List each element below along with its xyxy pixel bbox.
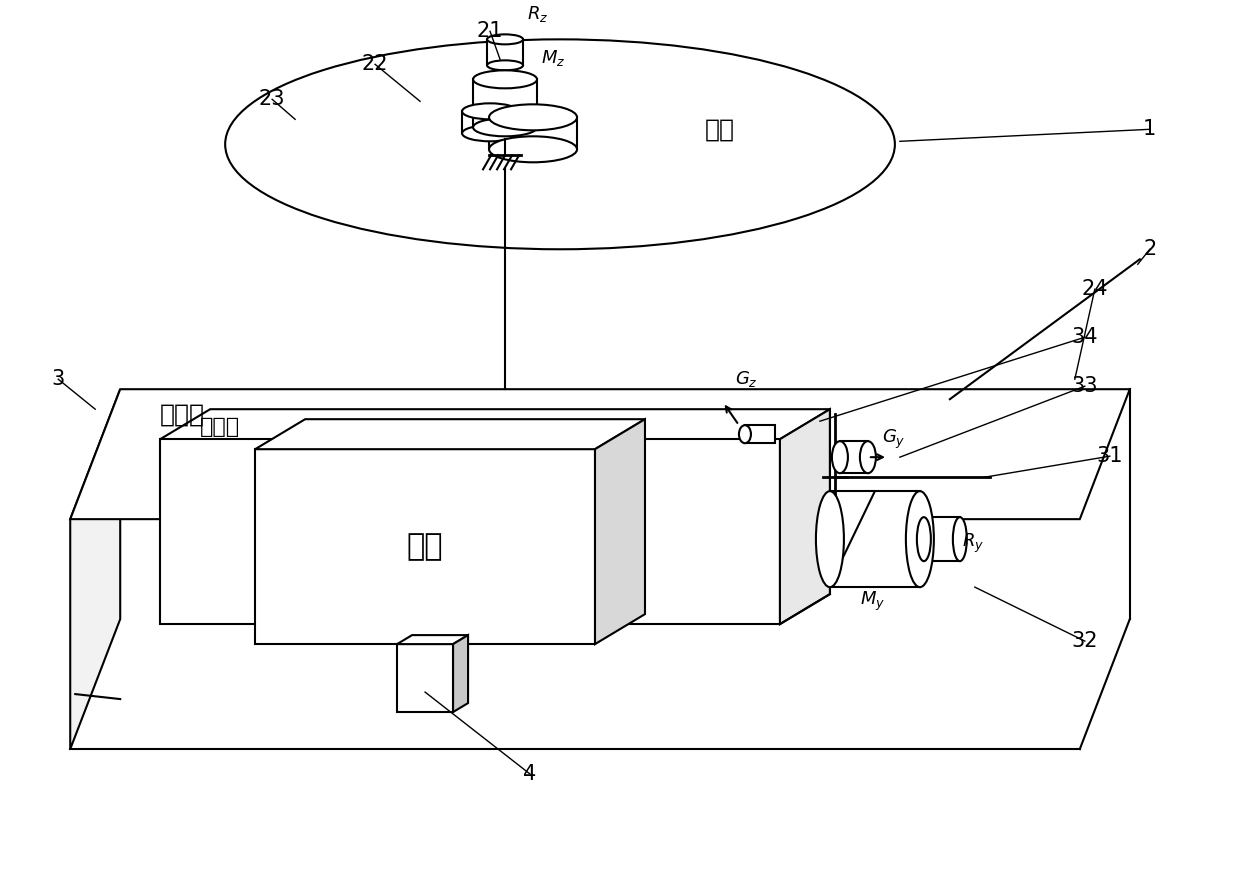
Polygon shape	[595, 420, 645, 645]
Polygon shape	[255, 420, 645, 449]
Text: 4: 4	[523, 764, 537, 784]
Text: 3: 3	[52, 369, 64, 389]
Polygon shape	[474, 79, 537, 127]
Ellipse shape	[906, 491, 934, 587]
Text: 2: 2	[1143, 239, 1157, 260]
Text: 方位框: 方位框	[160, 402, 205, 426]
Ellipse shape	[739, 425, 751, 444]
Polygon shape	[397, 645, 453, 712]
Polygon shape	[489, 117, 577, 149]
Text: 31: 31	[1096, 446, 1123, 466]
Text: 32: 32	[1071, 631, 1099, 651]
Polygon shape	[780, 409, 830, 624]
Text: $M_y$: $M_y$	[859, 590, 885, 613]
Text: 22: 22	[362, 54, 388, 75]
Ellipse shape	[474, 118, 537, 136]
Ellipse shape	[463, 125, 518, 141]
Text: 24: 24	[1081, 279, 1109, 300]
Polygon shape	[71, 389, 120, 749]
Ellipse shape	[816, 491, 844, 587]
Polygon shape	[487, 39, 523, 66]
Ellipse shape	[487, 60, 523, 70]
Ellipse shape	[916, 517, 931, 561]
Ellipse shape	[859, 441, 875, 473]
Text: $G_z$: $G_z$	[735, 369, 758, 389]
Ellipse shape	[474, 70, 537, 88]
Polygon shape	[745, 425, 775, 444]
Text: $M_z$: $M_z$	[541, 48, 565, 68]
Ellipse shape	[489, 104, 577, 131]
Text: $R_z$: $R_z$	[527, 4, 548, 24]
Ellipse shape	[463, 103, 518, 119]
Polygon shape	[71, 389, 1130, 519]
Polygon shape	[839, 441, 868, 473]
Text: 21: 21	[477, 21, 503, 42]
Polygon shape	[160, 439, 780, 624]
Ellipse shape	[489, 136, 577, 163]
Ellipse shape	[832, 441, 848, 473]
Text: 33: 33	[1071, 376, 1099, 396]
Polygon shape	[397, 635, 467, 645]
Polygon shape	[830, 491, 920, 587]
Text: 34: 34	[1071, 327, 1099, 348]
Polygon shape	[924, 517, 960, 561]
Ellipse shape	[226, 39, 895, 249]
Ellipse shape	[952, 517, 967, 561]
Text: $R_y$: $R_y$	[962, 532, 985, 555]
Text: 基座: 基座	[706, 117, 735, 141]
Text: 载荷: 载荷	[407, 533, 444, 561]
Polygon shape	[463, 111, 518, 133]
Polygon shape	[453, 635, 467, 712]
Text: 1: 1	[1143, 119, 1157, 140]
Text: 俧仰框: 俧仰框	[200, 417, 241, 437]
Text: 23: 23	[259, 89, 285, 109]
Ellipse shape	[487, 35, 523, 44]
Text: $G_y$: $G_y$	[882, 428, 905, 452]
Polygon shape	[160, 409, 830, 439]
Polygon shape	[255, 449, 595, 645]
